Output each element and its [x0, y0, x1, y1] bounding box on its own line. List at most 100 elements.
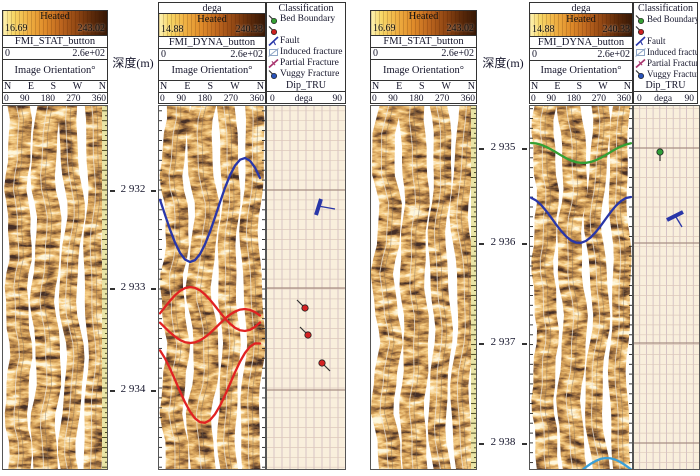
bed-boundary-tadpole-icon	[267, 14, 280, 25]
depth-tick	[522, 148, 527, 150]
fmi-dyna-header: dega Heated 14.88 240.33 FMI_DYNA_button…	[158, 2, 266, 104]
depth-label: 2 937	[490, 336, 516, 348]
legend-item-vuggy-fracture: Vuggy Fracture	[267, 69, 345, 80]
depth-label: 2 935	[490, 141, 516, 153]
classification-legend: Classification Bed Boundary Fault Induce…	[633, 2, 698, 104]
partial-fracture-icon	[267, 58, 280, 69]
legend-item-vuggy-fracture: Vuggy Fracture	[634, 69, 697, 80]
depth-tick	[522, 443, 527, 445]
colorbar-min: 14.88	[532, 24, 555, 35]
depth-label: 2 932	[120, 183, 146, 195]
legend-title: Classification	[278, 3, 334, 14]
partial-fracture-icon	[634, 58, 647, 69]
colorbar-max: 243.02	[446, 23, 475, 34]
fmi-dyna-header: dega Heated 14.88 240.33 FMI_DYNA_button…	[529, 2, 633, 104]
depth-axis-label: 深度(m)	[112, 56, 154, 70]
induced-fracture-icon	[267, 47, 280, 58]
legend-item-partial-fracture: Partial Fracture	[267, 58, 345, 69]
azimuth-row: 0 90 180 270 360	[531, 94, 631, 104]
orientation-label: Image Orientation°	[3, 60, 107, 81]
red-tadpole-icon	[267, 25, 280, 36]
depth-tick	[110, 390, 115, 392]
fault-icon	[634, 36, 647, 47]
legend-item-fault: Fault	[634, 36, 697, 47]
colorbar-min: 16.69	[373, 23, 396, 34]
unit-label: dega	[159, 3, 265, 14]
image-scale-row: 0 2.6e+02	[3, 48, 107, 60]
dip-scale-row: 0 dega 90	[634, 91, 697, 105]
dip-tru-label: Dip_TRU	[286, 80, 326, 91]
azimuth-row: 0 90 180 270 360	[372, 94, 475, 104]
fmi-dyna-image-track	[529, 105, 633, 470]
colorbar-max: 243.02	[77, 23, 106, 34]
depth-tick	[151, 390, 156, 392]
legend-item-red-tadpole	[634, 25, 697, 36]
orientation-label: Image Orientation°	[371, 60, 476, 81]
heated-colorbar: Heated 14.88 240.33	[159, 14, 265, 37]
legend-item-partial-fracture: Partial Fracture	[634, 58, 697, 69]
colorbar-max: 240.33	[235, 24, 264, 35]
vuggy-fracture-tadpole-icon	[634, 69, 647, 80]
classification-legend: Classification Bed Boundary Fault Induce…	[266, 2, 346, 104]
depth-label: 2 938	[490, 436, 516, 448]
heated-colorbar: Heated 16.69 243.02	[3, 11, 107, 36]
depth-track: 深度(m) 2 932 2 933 2 934	[108, 0, 158, 476]
fmi-stat-image-track	[2, 105, 108, 470]
fmi-stat-header: Heated 16.69 243.02 FMI_STAT_button 0 2.…	[2, 10, 108, 104]
fault-icon	[267, 36, 280, 47]
depth-tick	[479, 443, 484, 445]
fmi-stat-button[interactable]: FMI_STAT_button	[371, 36, 476, 48]
depth-tick	[479, 243, 484, 245]
azimuth-row: 0 90 180 270 360	[4, 94, 106, 104]
depth-tick	[151, 190, 156, 192]
fmi-dyna-image-track	[158, 105, 266, 470]
heated-colorbar: Heated 16.69 243.02	[371, 11, 476, 36]
unit-label: dega	[530, 3, 632, 14]
fmi-stat-button[interactable]: FMI_STAT_button	[3, 36, 107, 48]
dip-tru-label: Dip_TRU	[645, 80, 686, 91]
dip-scale-row: 0 dega 90	[267, 91, 345, 105]
depth-tick	[479, 148, 484, 150]
colorbar-title: Heated	[197, 14, 227, 25]
induced-fracture-icon	[634, 47, 647, 58]
legend-item-fault: Fault	[267, 36, 345, 47]
orientation-label: Image Orientation°	[530, 61, 632, 81]
heated-colorbar: Heated 14.88 240.33	[530, 14, 632, 37]
bed-boundary-tadpole-icon	[634, 14, 647, 25]
fmi-dyna-button[interactable]: FMI_DYNA_button	[530, 37, 632, 49]
dip-tadpole-track	[633, 105, 700, 470]
depth-label: 2 933	[120, 281, 146, 293]
depth-tick	[110, 288, 115, 290]
legend-item-bed-boundary: Bed Boundary	[634, 14, 697, 25]
fmi-dyna-button[interactable]: FMI_DYNA_button	[159, 37, 265, 49]
depth-tick	[151, 288, 156, 290]
dip-tadpole-track	[266, 105, 346, 470]
depth-tick	[110, 190, 115, 192]
depth-axis-label: 深度(m)	[482, 56, 524, 70]
colorbar-title: Heated	[566, 14, 596, 25]
colorbar-max: 240.33	[602, 24, 631, 35]
depth-tick	[522, 243, 527, 245]
colorbar-min: 14.88	[161, 24, 184, 35]
colorbar-title: Heated	[40, 11, 70, 22]
colorbar-title: Heated	[408, 11, 439, 22]
depth-track: 深度(m) 2 935 2 936 2 937 2 938	[477, 0, 529, 476]
legend-item-red-tadpole	[267, 25, 345, 36]
depth-label: 2 934	[120, 383, 146, 395]
legend-item-bed-boundary: Bed Boundary	[267, 14, 345, 25]
depth-label: 2 936	[490, 236, 516, 248]
legend-title: Classification	[638, 3, 693, 14]
legend-item-induced-fracture: Induced fracture	[267, 47, 345, 58]
red-tadpole-icon	[634, 25, 647, 36]
depth-tick	[479, 343, 484, 345]
orientation-label: Image Orientation°	[159, 61, 265, 81]
fmi-stat-image-track	[370, 105, 477, 470]
depth-tick	[522, 343, 527, 345]
colorbar-min: 16.69	[5, 23, 28, 34]
image-scale-row: 0 2.6e+02	[159, 49, 265, 61]
